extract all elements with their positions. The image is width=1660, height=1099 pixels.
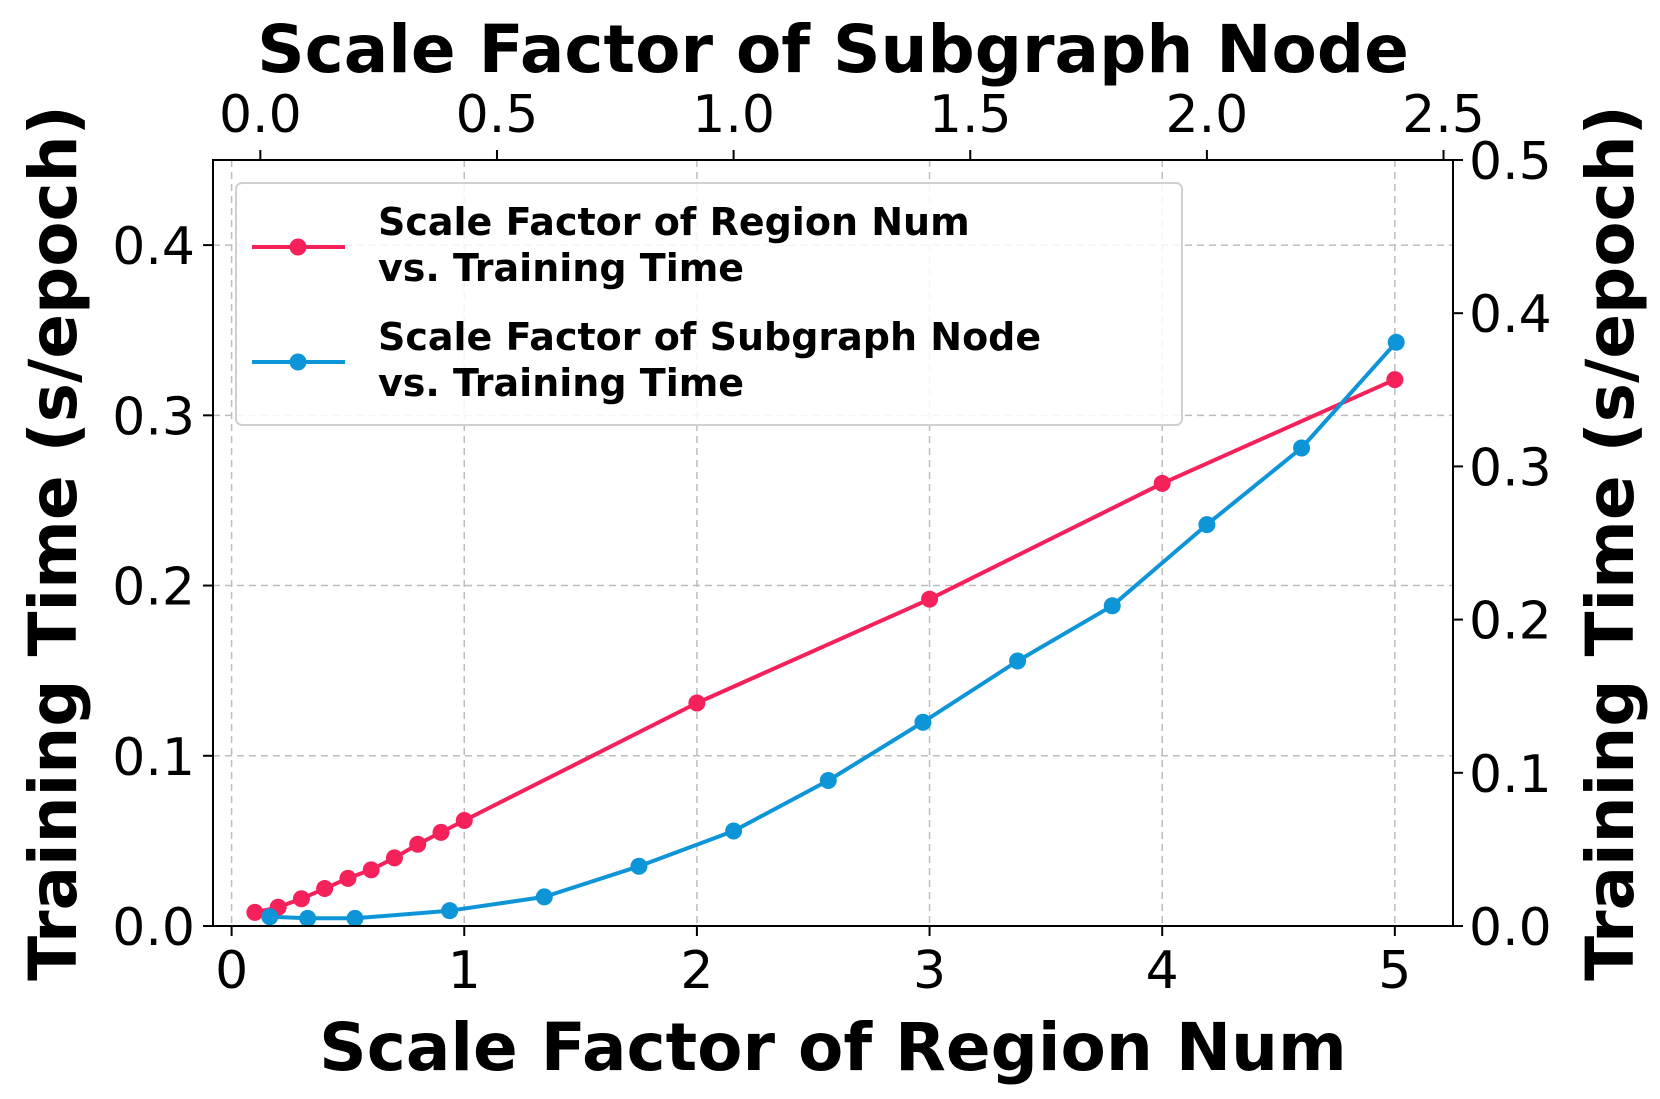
data-point xyxy=(339,869,357,887)
data-point xyxy=(1386,371,1404,389)
legend-label: vs. Training Time xyxy=(378,246,744,290)
data-point xyxy=(346,909,364,927)
data-point xyxy=(316,880,334,898)
top-tick-label: 1.5 xyxy=(929,85,1012,145)
data-point xyxy=(455,811,473,829)
data-point xyxy=(261,908,279,926)
series-1 xyxy=(246,371,1404,921)
data-point xyxy=(362,861,380,879)
right-tick-label: 0.5 xyxy=(1469,132,1552,192)
bottom-tick-label: 3 xyxy=(913,941,946,1001)
right-tick-label: 0.4 xyxy=(1469,285,1552,345)
data-point xyxy=(1198,516,1216,534)
data-point xyxy=(299,909,317,927)
data-point xyxy=(688,694,706,712)
data-point xyxy=(385,849,403,867)
data-point xyxy=(409,835,427,853)
legend-marker xyxy=(289,238,307,256)
data-point xyxy=(1103,597,1121,615)
top-tick-label: 2.0 xyxy=(1166,85,1249,145)
bottom-tick-label: 0 xyxy=(215,941,248,1001)
data-point xyxy=(1153,474,1171,492)
data-point xyxy=(432,823,450,841)
data-point xyxy=(246,903,264,921)
data-point xyxy=(725,822,743,840)
right-tick-label: 0.3 xyxy=(1469,438,1552,498)
right-tick-label: 0.2 xyxy=(1469,592,1552,652)
right-tick-label: 0.1 xyxy=(1469,745,1552,805)
data-point xyxy=(292,890,310,908)
legend-box xyxy=(235,182,1183,426)
top-tick-label: 1.0 xyxy=(692,85,775,145)
top-tick-label: 2.5 xyxy=(1402,85,1485,145)
legend-label: Scale Factor of Region Num xyxy=(378,200,970,244)
data-point xyxy=(1293,439,1311,457)
top-tick-label: 0.5 xyxy=(456,85,539,145)
data-point xyxy=(1387,333,1405,351)
left-tick-label: 0.0 xyxy=(112,898,195,958)
bottom-axis-title: Scale Factor of Region Num xyxy=(319,1009,1347,1086)
right-tick-label: 0.0 xyxy=(1469,898,1552,958)
top-tick-label: 0.0 xyxy=(219,85,302,145)
data-point xyxy=(535,888,553,906)
left-tick-label: 0.1 xyxy=(112,728,195,788)
left-tick-label: 0.4 xyxy=(112,217,195,277)
bottom-tick-label: 2 xyxy=(680,941,713,1001)
series-2 xyxy=(261,333,1405,927)
left-tick-label: 0.2 xyxy=(112,558,195,618)
series-layer xyxy=(246,333,1405,927)
left-tick-label: 0.3 xyxy=(112,387,195,447)
data-point xyxy=(914,713,932,731)
series-line xyxy=(269,340,1398,921)
bottom-tick-label: 5 xyxy=(1378,941,1411,1001)
left-axis-title: Training Time (s/epoch) xyxy=(15,105,92,981)
series-line xyxy=(254,377,1396,915)
data-point xyxy=(1009,652,1027,670)
top-axis-title: Scale Factor of Subgraph Node xyxy=(257,11,1409,88)
legend-label: vs. Training Time xyxy=(378,361,744,405)
data-point xyxy=(819,771,837,789)
data-point xyxy=(630,857,648,875)
ticks: 0 1 2 3 4 50.00.10.20.30.40.0 0.5 1.0 1.5 2.0 2.50… xyxy=(112,85,1551,1001)
plot-frame xyxy=(212,159,1454,927)
legend-label: Scale Factor of Subgraph Node xyxy=(378,315,1041,359)
bottom-tick-label: 4 xyxy=(1146,941,1179,1001)
right-axis-title: Training Time (s/epoch) xyxy=(1572,105,1649,981)
bottom-tick-label: 1 xyxy=(448,941,481,1001)
legend-marker xyxy=(289,353,307,371)
data-point xyxy=(921,590,939,608)
data-point xyxy=(441,902,459,920)
